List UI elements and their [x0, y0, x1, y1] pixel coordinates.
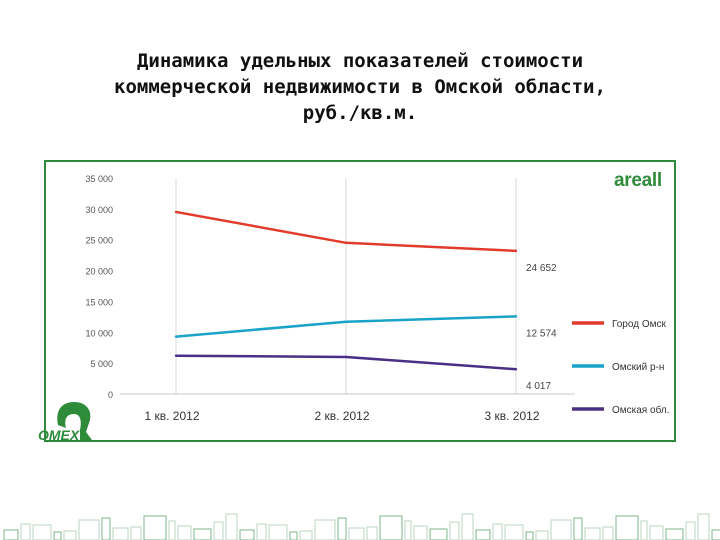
- chart-title: Динамика удельных показателей стоимости …: [0, 48, 720, 126]
- series-1-point: [344, 241, 348, 244]
- skyline-building: [697, 513, 710, 540]
- skyline-building: [615, 515, 639, 540]
- y-tick-label: 30 000: [85, 205, 113, 215]
- skyline-building: [213, 521, 224, 540]
- skyline-building: [573, 517, 583, 540]
- series-2-point: [344, 320, 348, 323]
- legend-label-3: Омская обл.: [612, 404, 669, 416]
- omex-logo-mark: [57, 402, 92, 440]
- y-tick-label: 20 000: [85, 267, 113, 277]
- skyline-building: [289, 531, 298, 540]
- skyline-building: [225, 513, 238, 540]
- skyline-building: [63, 530, 77, 540]
- skyline-building: [268, 524, 288, 540]
- skyline-building: [337, 517, 347, 540]
- x-tick-label: 1 кв. 2012: [145, 409, 200, 423]
- series-3-point: [174, 354, 178, 357]
- skyline-building: [475, 529, 491, 540]
- title-line-1: Динамика удельных показателей стоимости: [136, 50, 584, 72]
- chart-frame: [44, 160, 676, 442]
- skyline-building: [112, 527, 129, 540]
- brand-logo: areall: [614, 170, 662, 191]
- legend-label-1: Город Омск: [612, 319, 666, 330]
- skyline-building: [550, 519, 572, 540]
- city-skyline-decoration: [3, 513, 720, 540]
- title-line-3: руб./кв.м.: [302, 102, 418, 124]
- data-label-1: 24 652: [526, 263, 557, 274]
- skyline-building: [101, 517, 111, 540]
- data-label-2: 12 574: [526, 328, 557, 339]
- series-3-point: [344, 355, 348, 359]
- skyline-building: [379, 515, 403, 540]
- data-label-3: 4 017: [526, 381, 551, 392]
- skyline-building: [32, 524, 52, 540]
- skyline-building: [640, 520, 648, 540]
- y-tick-label: 35 000: [85, 174, 113, 184]
- x-tick-label: 2 кв. 2012: [315, 409, 370, 423]
- series-1-point: [514, 249, 518, 253]
- skyline-building: [3, 529, 19, 540]
- skyline-building: [168, 520, 176, 540]
- skyline-building: [429, 528, 448, 540]
- series-3-point: [514, 368, 518, 371]
- skyline-building: [525, 531, 534, 540]
- skyline-building: [449, 521, 460, 540]
- skyline-building: [193, 528, 212, 540]
- skyline-building: [665, 528, 684, 540]
- skyline-building: [535, 530, 549, 540]
- skyline-building: [602, 526, 614, 540]
- skyline-building: [492, 523, 503, 540]
- omex-logo: OMEX: [38, 402, 92, 443]
- skyline-building: [413, 525, 428, 540]
- series-1-point: [174, 210, 178, 214]
- skyline-building: [256, 523, 267, 540]
- skyline-building: [348, 527, 365, 540]
- skyline-building: [177, 525, 192, 540]
- y-tick-label: 25 000: [85, 236, 113, 246]
- skyline-building: [78, 519, 100, 540]
- skyline-building: [711, 529, 720, 540]
- skyline-building: [685, 521, 696, 540]
- skyline-building: [130, 526, 142, 540]
- y-tick-label: 0: [108, 390, 113, 400]
- skyline-building: [20, 523, 31, 540]
- skyline-building: [649, 525, 664, 540]
- skyline-building: [461, 513, 474, 540]
- skyline-building: [504, 524, 524, 540]
- title-line-2: коммерческой недвижимости в Омской облас…: [114, 76, 606, 98]
- skyline-building: [366, 526, 378, 540]
- x-tick-label: 3 кв. 2012: [485, 409, 540, 423]
- y-tick-label: 5 000: [90, 359, 113, 369]
- y-tick-label: 15 000: [85, 297, 113, 307]
- skyline-building: [143, 515, 167, 540]
- skyline-building: [404, 520, 412, 540]
- skyline-building: [239, 529, 255, 540]
- legend-label-2: Омский р-н: [612, 362, 664, 373]
- skyline-building: [584, 527, 601, 540]
- omex-logo-text: OMEX: [38, 427, 81, 443]
- y-tick-label: 10 000: [85, 328, 113, 338]
- series-2-point: [514, 315, 518, 318]
- skyline-building: [299, 530, 313, 540]
- series-2-point: [174, 335, 178, 338]
- skyline-building: [53, 531, 62, 540]
- skyline-building: [314, 519, 336, 540]
